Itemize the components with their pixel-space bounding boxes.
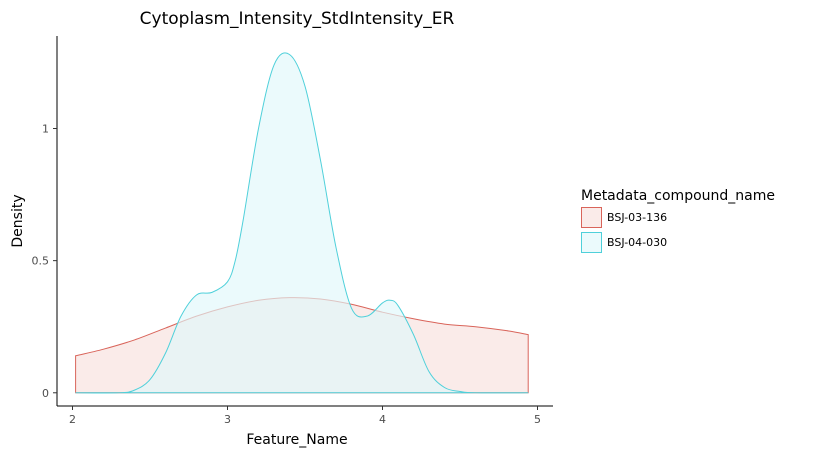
y-tick-label: 1	[42, 123, 49, 136]
legend-label: BSJ-03-136	[607, 211, 667, 224]
legend-swatch	[581, 207, 602, 228]
x-tick-label: 4	[379, 413, 386, 426]
legend-title: Metadata_compound_name	[581, 188, 775, 204]
x-tick-label: 3	[224, 413, 231, 426]
y-tick-label: 0.5	[32, 255, 50, 268]
legend: BSJ-03-136 BSJ-04-030	[581, 207, 667, 253]
x-tick-label: 2	[69, 413, 76, 426]
y-axis-title: Density	[10, 194, 26, 247]
plot-area	[75, 52, 529, 394]
legend-label: BSJ-04-030	[607, 236, 667, 249]
density-line-2	[75, 52, 529, 394]
legend-swatch	[581, 232, 602, 253]
x-axis-title: Feature_Name	[246, 432, 347, 448]
axis-ticks: 2 3 4 5 0 0.5 1	[32, 123, 542, 427]
x-tick-label: 5	[534, 413, 541, 426]
density-area-2	[75, 52, 529, 393]
chart-title: Cytoplasm_Intensity_StdIntensity_ER	[140, 9, 455, 29]
y-tick-label: 0	[42, 387, 49, 400]
